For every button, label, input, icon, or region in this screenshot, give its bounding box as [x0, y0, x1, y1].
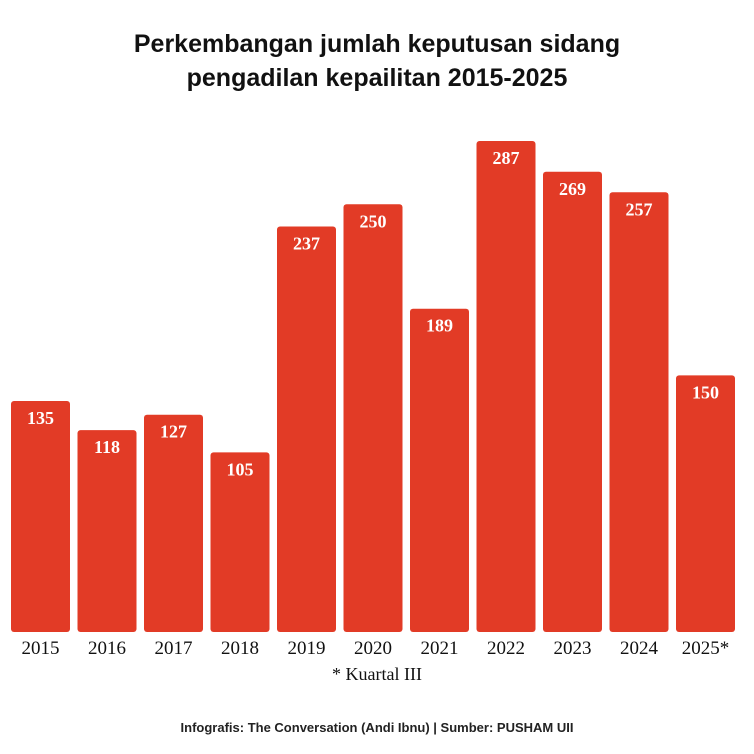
bar-2018	[210, 452, 270, 632]
x-tick-label: 2017	[155, 638, 193, 659]
bar-value-label: 269	[559, 179, 586, 199]
bar-2025	[676, 375, 735, 632]
bar-2019	[277, 226, 336, 632]
bar-value-label: 150	[692, 382, 719, 402]
x-tick-label: 2021	[421, 638, 459, 659]
category-labels-group: 2015 2016 2017 2018 2019 2020 2021 2022 2023 2024…	[22, 638, 730, 659]
chart-title-line-1: Perkembangan jumlah keputusan sidang	[133, 30, 621, 58]
bar-2017	[144, 414, 203, 632]
x-tick-label: 2019	[288, 638, 326, 659]
bar-value-label: 287	[493, 148, 520, 168]
chart-title-line-2: pengadilan kepailitan 2015-2025	[186, 64, 568, 92]
value-labels-group: 135 118 127 105 237 250 189 287 269 257 150	[27, 148, 719, 479]
bar-2020	[343, 204, 403, 633]
bar-value-label: 189	[426, 316, 453, 336]
footnote: * Kuartal III	[332, 664, 422, 684]
bar-value-label: 250	[360, 211, 387, 231]
x-tick-label: 2022	[487, 638, 525, 659]
source-credit: Infografis: The Conversation (Andi Ibnu)…	[180, 720, 574, 735]
bar-2021	[410, 308, 469, 632]
x-tick-label: 2015	[22, 638, 60, 659]
x-tick-label: 2020	[354, 638, 392, 659]
bar-value-label: 118	[94, 437, 120, 457]
bar-value-label: 135	[27, 408, 54, 428]
x-tick-label: 2018	[221, 638, 259, 659]
bar-2016	[77, 430, 137, 632]
x-tick-label: 2023	[554, 638, 592, 659]
bar-value-label: 257	[626, 199, 653, 219]
bar-2015	[11, 401, 70, 632]
bar-value-label: 105	[227, 459, 254, 479]
bars-group	[11, 141, 735, 633]
bar-2024	[609, 192, 669, 633]
bar-2023	[543, 171, 602, 633]
bar-2022	[476, 141, 536, 632]
x-tick-label: 2016	[88, 638, 126, 659]
bar-value-label: 127	[160, 422, 187, 442]
bar-value-label: 237	[293, 234, 320, 254]
x-tick-label: 2025*	[682, 638, 730, 659]
x-tick-label: 2024	[620, 638, 659, 659]
